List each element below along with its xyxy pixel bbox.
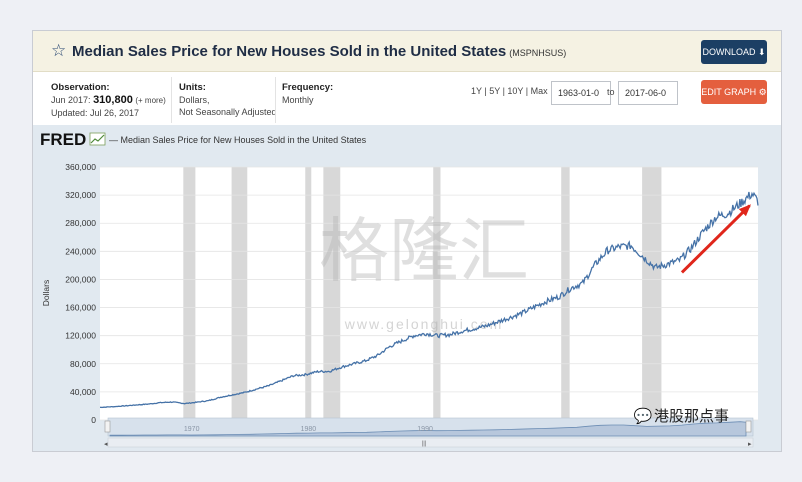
navigator-label: 1970 bbox=[184, 426, 200, 433]
watermark-url: www.gelonghui.com bbox=[344, 316, 504, 332]
wechat-icon: 💬 bbox=[633, 407, 653, 425]
y-tick-label: 80,000 bbox=[70, 359, 96, 369]
navigator-labels: 1970 1980 1990 bbox=[184, 426, 433, 433]
arrow-shaft bbox=[680, 204, 751, 274]
recession-band bbox=[305, 167, 312, 420]
download-icon: ⬇ bbox=[757, 47, 766, 57]
units-info: Units: Dollars, Not Seasonally Adjusted bbox=[179, 81, 277, 118]
frequency-info: Frequency: Monthly bbox=[282, 81, 333, 106]
y-tick-label: 0 bbox=[91, 415, 96, 425]
graph-header: ☆ Median Sales Price for New Houses Sold… bbox=[33, 31, 781, 72]
navigator-series bbox=[109, 421, 747, 437]
navigator-right-handle[interactable] bbox=[745, 420, 752, 433]
observation-value: 310,800 bbox=[93, 94, 133, 106]
units-line2: Not Seasonally Adjusted bbox=[179, 107, 277, 117]
range-1y-link[interactable]: 1Y bbox=[471, 86, 482, 96]
badge-text: 港股那点事 bbox=[654, 407, 730, 425]
legend-entry: — Median Sales Price for New Houses Sold… bbox=[109, 135, 367, 145]
chart-area: FRED — Median Sales Price for New Houses… bbox=[33, 125, 781, 451]
y-tick-label: 160,000 bbox=[65, 303, 96, 313]
frequency-label: Frequency: bbox=[282, 82, 334, 93]
y-tick-label: 40,000 bbox=[70, 387, 96, 397]
trend-arrow bbox=[680, 204, 751, 274]
units-label: Units: bbox=[179, 82, 206, 93]
recession-band bbox=[323, 167, 341, 420]
fred-logo: FRED bbox=[40, 130, 86, 149]
divider bbox=[171, 77, 172, 123]
navigator-label: 1990 bbox=[417, 426, 433, 433]
navigator-label: 1980 bbox=[301, 426, 317, 433]
graph-panel: ☆ Median Sales Price for New Houses Sold… bbox=[32, 30, 782, 452]
scroll-right-icon[interactable]: ▸ bbox=[748, 441, 752, 448]
gear-icon: ⚙ bbox=[758, 87, 767, 97]
updated-date: Updated: Jul 26, 2017 bbox=[51, 108, 140, 118]
y-tick-label: 240,000 bbox=[65, 246, 96, 256]
range-5y-link[interactable]: 5Y bbox=[489, 86, 501, 96]
y-axis-label: Dollars bbox=[41, 280, 51, 306]
series-id: (MSPNHSUS) bbox=[509, 48, 567, 58]
watermark-text: 格隆汇 bbox=[319, 212, 529, 290]
observation-more-link[interactable]: (+ more) bbox=[135, 96, 166, 105]
recession-band bbox=[433, 167, 441, 420]
start-date-input[interactable]: 1963-01-0 bbox=[551, 81, 611, 105]
frequency-value: Monthly bbox=[282, 95, 314, 105]
end-date-input[interactable]: 2017-06-0 bbox=[618, 81, 678, 105]
range-selector: 1Y | 5Y | 10Y | Max bbox=[471, 86, 548, 96]
fred-logo-mark bbox=[89, 132, 106, 146]
units-line1: Dollars, bbox=[179, 95, 210, 105]
y-tick-label: 280,000 bbox=[65, 218, 96, 228]
observation-info: Observation: Jun 2017: 310,800 (+ more) … bbox=[51, 81, 166, 119]
range-navigator[interactable]: 1970 1980 1990 ◂ ▸ ||| bbox=[104, 417, 754, 448]
star-icon[interactable]: ☆ bbox=[51, 41, 67, 60]
download-button[interactable]: DOWNLOAD ⬇ bbox=[701, 40, 767, 64]
wechat-badge: 💬 港股那点事 bbox=[626, 404, 735, 428]
edit-graph-button[interactable]: EDIT GRAPH ⚙ bbox=[701, 80, 767, 104]
arrow-head bbox=[738, 204, 751, 217]
observation-date: Jun 2017: bbox=[51, 95, 91, 105]
scroll-left-icon[interactable]: ◂ bbox=[104, 441, 108, 448]
range-10y-link[interactable]: 10Y bbox=[507, 86, 524, 96]
watermark: 格隆汇 www.gelonghui.com bbox=[319, 212, 529, 332]
to-label: to bbox=[607, 87, 615, 97]
series-line bbox=[99, 191, 759, 409]
y-tick-label: 200,000 bbox=[65, 274, 96, 284]
observation-label: Observation: bbox=[51, 82, 110, 93]
recession-band bbox=[183, 167, 196, 420]
line-chart: FRED — Median Sales Price for New Houses… bbox=[40, 130, 759, 448]
y-tick-label: 360,000 bbox=[65, 162, 96, 172]
y-axis-ticks: 0 40,000 80,000 120,000 160,000 200,000 240,00… bbox=[65, 162, 96, 425]
y-tick-label: 320,000 bbox=[65, 190, 96, 200]
navigator-left-handle[interactable] bbox=[104, 420, 111, 433]
recession-band bbox=[642, 167, 662, 420]
scrollbar-grip-icon[interactable]: ||| bbox=[422, 441, 427, 447]
recession-band bbox=[231, 167, 248, 420]
scrollbar[interactable] bbox=[107, 437, 754, 448]
range-max-link[interactable]: Max bbox=[530, 86, 548, 96]
divider bbox=[275, 77, 276, 123]
page-title: Median Sales Price for New Houses Sold i… bbox=[72, 43, 567, 60]
y-tick-label: 120,000 bbox=[65, 331, 96, 341]
